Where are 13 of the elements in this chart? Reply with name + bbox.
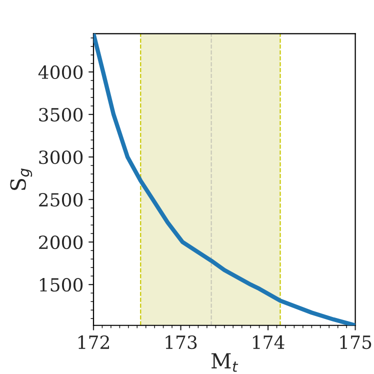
y-tick-label: 4000 — [38, 65, 83, 80]
line-series — [94, 34, 356, 326]
x-axis-title: M$_{t}$ — [211, 353, 238, 372]
x-tick-label: 172 — [78, 335, 109, 349]
x-tick-label: 173 — [166, 335, 197, 350]
y-tick-label: 2000 — [39, 235, 83, 250]
x-tick-label: 174 — [253, 335, 284, 349]
y-tick-label: 3500 — [39, 108, 83, 122]
x-tick-label: 175 — [340, 335, 372, 350]
y-tick-label: 3000 — [39, 150, 83, 164]
y-axis-title: S$_{g}$ — [10, 168, 32, 190]
y-tick-label: 2500 — [39, 192, 83, 207]
y-tick-label: 1500 — [40, 278, 83, 292]
